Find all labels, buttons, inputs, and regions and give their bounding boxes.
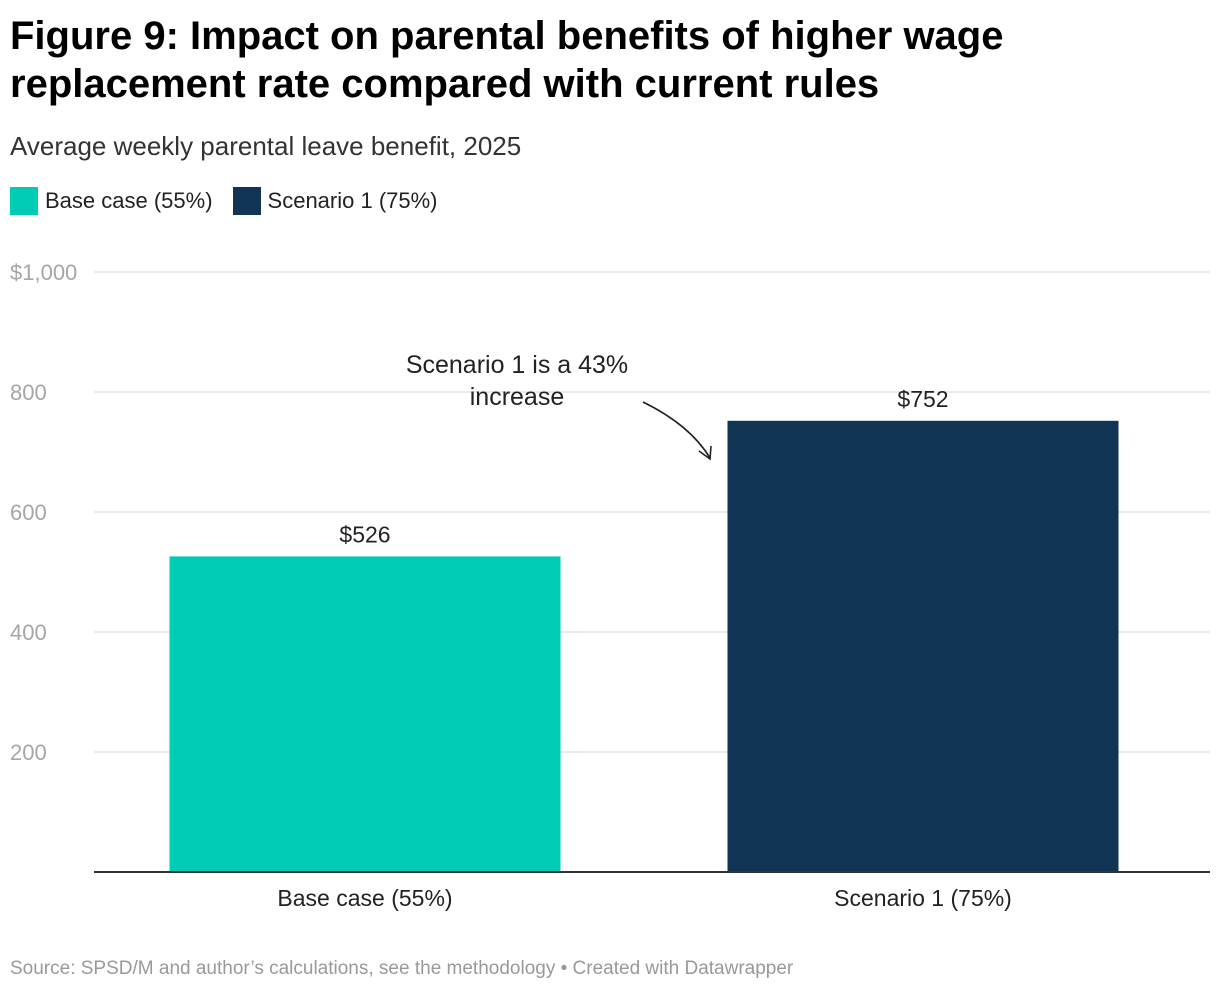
annotation: Scenario 1 is a 43% increase (406, 351, 712, 461)
annotation-text-line-2: increase (470, 383, 565, 411)
chart-subtitle: Average weekly parental leave benefit, 2… (10, 131, 522, 161)
y-tick-label: 400 (10, 620, 47, 645)
legend-label-base-case: Base case (55%) (45, 188, 213, 213)
source-footer: Source: SPSD/M and author’s calculations… (10, 958, 794, 979)
legend: Base case (55%) Scenario 1 (75%) (10, 187, 458, 215)
legend-swatch-base-case (10, 187, 38, 215)
annotation-arrow (642, 401, 711, 459)
annotation-arrowhead (698, 445, 712, 461)
y-tick-label: 200 (10, 740, 47, 765)
annotation-text-line-1: Scenario 1 is a 43% (406, 351, 628, 379)
y-axis-tick-labels: 200 400 600 800 $1,000 (10, 260, 77, 765)
legend-swatch-scenario-1 (232, 187, 261, 215)
x-category-label: Scenario 1 (75%) (834, 885, 1012, 911)
legend-item-scenario-1: Scenario 1 (75%) (232, 187, 438, 215)
bars: $526 $752 (169, 386, 1119, 872)
legend-label-scenario-1: Scenario 1 (75%) (267, 188, 438, 213)
y-tick-label: $1,000 (10, 260, 77, 285)
x-axis-category-labels: Base case (55%) Scenario 1 (75%) (277, 885, 1011, 911)
bar-scenario-1 (727, 420, 1119, 872)
chart-title: Figure 9: Impact on parental benefits of… (10, 14, 1004, 106)
legend-item-base-case: Base case (55%) (10, 187, 213, 215)
x-category-label: Base case (55%) (277, 885, 452, 911)
y-tick-label: 800 (10, 380, 47, 405)
bar-value-label: $752 (897, 386, 948, 412)
y-tick-label: 600 (10, 500, 47, 525)
bar-value-label: $526 (339, 521, 390, 547)
bar-base-case (169, 556, 561, 872)
